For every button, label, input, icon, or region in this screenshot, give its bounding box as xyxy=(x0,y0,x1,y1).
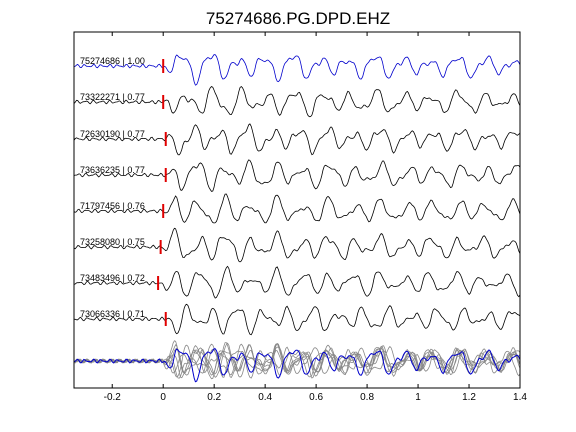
trace-label-72630190: 72630190 | 0.77 xyxy=(80,129,145,139)
stack-overlay xyxy=(73,340,521,383)
trace-label-71797456: 71797456 | 0.76 xyxy=(80,201,145,211)
trace-line-75274686 xyxy=(73,54,521,86)
x-axis: -0.2 0 0.2 0.4 0.6 0.8 1 1.2 1.4 xyxy=(104,32,527,403)
x-tick-label: 0.8 xyxy=(360,392,374,403)
trace-line-73066336 xyxy=(73,303,521,336)
trace-label-73322271: 73322271 | 0.77 xyxy=(80,92,145,102)
x-tick-label: 0 xyxy=(160,392,166,403)
x-tick-label: 1.2 xyxy=(462,392,476,403)
x-tick-label: 0.4 xyxy=(258,392,272,403)
trace-line-73483496 xyxy=(73,265,521,299)
trace-label-73636235: 73636235 | 0.77 xyxy=(80,165,145,175)
trace-line-73322271 xyxy=(73,85,521,118)
trace-line-73636235 xyxy=(73,159,521,192)
stack-line-73066336 xyxy=(74,344,521,379)
trace-line-72630190 xyxy=(73,123,521,156)
trace-label-73066336: 73066336 | 0.71 xyxy=(80,309,145,319)
plot-frame xyxy=(73,31,521,389)
chart-title: 75274686.PG.DPD.EHZ xyxy=(206,9,390,28)
pick-markers xyxy=(157,59,167,326)
traces-layer xyxy=(73,54,521,336)
trace-label-73258080: 73258080 | 0.75 xyxy=(80,237,145,247)
trace-line-71797456 xyxy=(73,193,521,224)
x-tick-label: 0.6 xyxy=(309,392,323,403)
x-tick-label: -0.2 xyxy=(104,392,122,403)
stack-line-75274686 xyxy=(73,348,521,383)
x-tick-label: 0.2 xyxy=(207,392,221,403)
trace-label-73483496: 73483496 | 0.72 xyxy=(80,273,145,283)
trace-line-73258080 xyxy=(73,227,521,263)
trace-label-75274686: 75274686 | 1.00 xyxy=(80,56,145,66)
trace-labels: 75274686 | 1.00 73322271 | 0.77 72630190 |… xyxy=(80,56,145,319)
x-tick-label: 1.4 xyxy=(513,392,527,403)
x-tick-label: 1 xyxy=(415,392,421,403)
